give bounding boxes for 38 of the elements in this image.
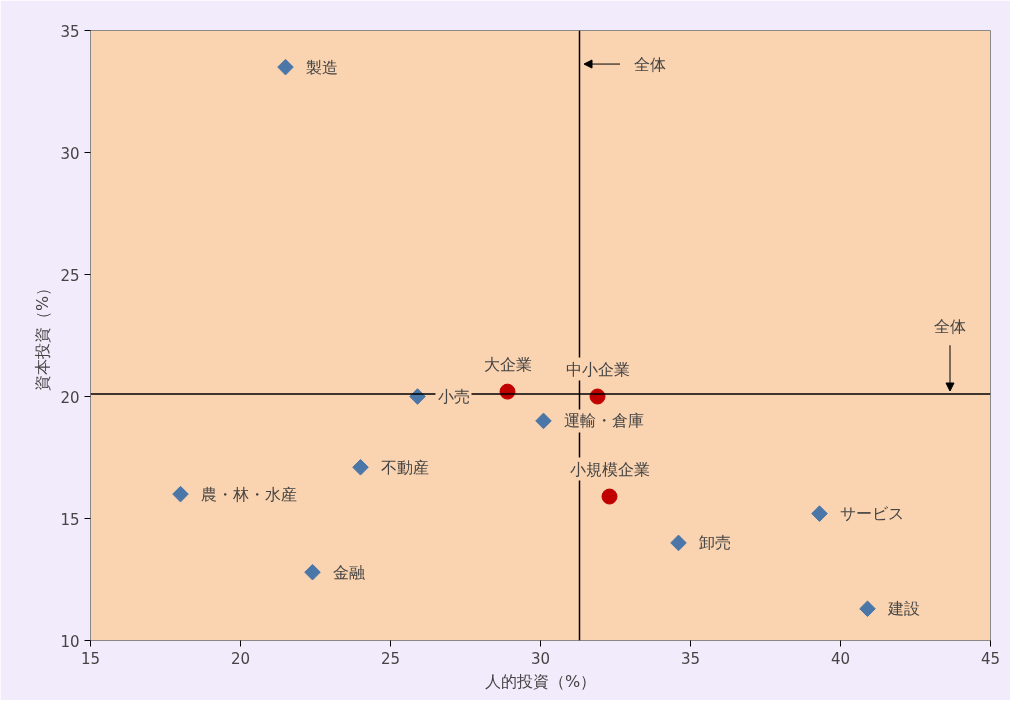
annotation: 小売 — [437, 387, 470, 406]
annotation: 卸売 — [698, 533, 731, 553]
annotation: 製造 — [305, 57, 338, 77]
point — [172, 485, 189, 503]
point — [535, 412, 552, 430]
y-tick-label: 15 — [60, 510, 80, 529]
y-tick-label: 35 — [60, 22, 80, 41]
x-tick-label: 45 — [980, 649, 1001, 668]
point — [811, 505, 828, 522]
annotation: 金融 — [332, 562, 365, 582]
point — [352, 458, 369, 476]
point — [304, 563, 321, 581]
y-tick-label: 25 — [60, 266, 80, 285]
point — [601, 488, 618, 505]
annotation: 中小企業 — [565, 359, 630, 379]
annotation: 建設 — [886, 599, 920, 619]
x-tick-label: 40 — [830, 649, 851, 668]
x-tick-label: 35 — [680, 649, 701, 668]
x-tick-label: 25 — [380, 649, 401, 668]
x-axis-title: 人的投資（%） — [484, 671, 597, 691]
point — [670, 534, 687, 552]
ref-line-label: 全体 — [934, 317, 966, 337]
y-axis-title: 資本投資（%） — [33, 279, 53, 392]
ref-line-label: 全体 — [633, 54, 666, 74]
y-tick-label: 10 — [60, 632, 80, 651]
point — [277, 58, 294, 76]
annotation: 運輸・倉庫 — [563, 411, 644, 431]
point — [859, 600, 876, 618]
annotation: 不動産 — [380, 457, 429, 477]
annotation: 大企業 — [483, 354, 532, 374]
y-tick-label: 30 — [60, 144, 80, 163]
annotation: サービス — [839, 504, 904, 524]
y-tick-label: 20 — [60, 388, 80, 407]
annotation: 小規模企業 — [569, 459, 650, 479]
annotation: 農・林・水産 — [200, 484, 297, 504]
x-tick-label: 15 — [80, 649, 101, 668]
x-tick-label: 20 — [230, 649, 251, 668]
x-tick-label: 30 — [530, 649, 551, 668]
